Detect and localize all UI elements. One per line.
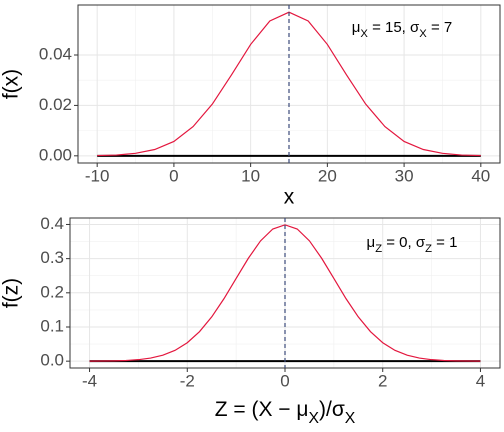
x-tick-label: 40 [471, 166, 490, 185]
y-tick-label: 0.0 [40, 351, 64, 370]
y-axis-label: f(x) [0, 69, 23, 99]
x-tick-label: 10 [241, 166, 260, 185]
x-tick-label: 0 [169, 166, 178, 185]
x-axis-label: Z = (X − μX)/σX [215, 398, 356, 427]
subscript: X [360, 28, 368, 40]
text-segment: μ [352, 19, 361, 36]
y-axis-label: f(z) [0, 278, 23, 308]
x-tick-label: -10 [85, 166, 110, 185]
y-tick-label: 0.3 [40, 248, 64, 267]
subscript: X [345, 410, 356, 427]
annotation: μX = 15, σX = 7 [352, 19, 453, 40]
text-segment: = 15, [368, 19, 410, 36]
x-axis-label: x [284, 186, 295, 209]
text-segment: σ [410, 19, 420, 36]
x-tick-label: 4 [476, 371, 485, 390]
x-tick-label: 20 [318, 166, 337, 185]
y-tick-label: 0.04 [39, 44, 72, 63]
y-tick-label: 0.2 [40, 282, 64, 301]
density-curve [89, 224, 481, 362]
y-tick-label: 0.00 [39, 145, 72, 164]
text-segment: μ [367, 234, 376, 251]
subscript: X [308, 410, 319, 427]
text-segment: = 7 [427, 19, 452, 36]
x-tick-label: 0 [280, 371, 289, 390]
x-tick-label: -2 [180, 371, 195, 390]
y-tick-label: 0.4 [40, 214, 64, 233]
x-tick-label: -4 [82, 371, 97, 390]
annotation: μZ = 0, σZ = 1 [367, 234, 458, 255]
x-tick-label: 2 [378, 371, 387, 390]
y-tick-label: 0.1 [40, 316, 64, 335]
subscript: X [419, 28, 427, 40]
text-segment: Z = (X − μ [215, 398, 309, 421]
text-segment: = 1 [432, 234, 457, 251]
subscript: Z [375, 243, 382, 255]
x-tick-label: 30 [395, 166, 414, 185]
text-segment: )/σ [319, 398, 345, 421]
y-tick-label: 0.02 [39, 95, 72, 114]
text-segment: = 0, [382, 234, 416, 251]
text-segment: σ [416, 234, 426, 251]
subscript: Z [425, 243, 432, 255]
